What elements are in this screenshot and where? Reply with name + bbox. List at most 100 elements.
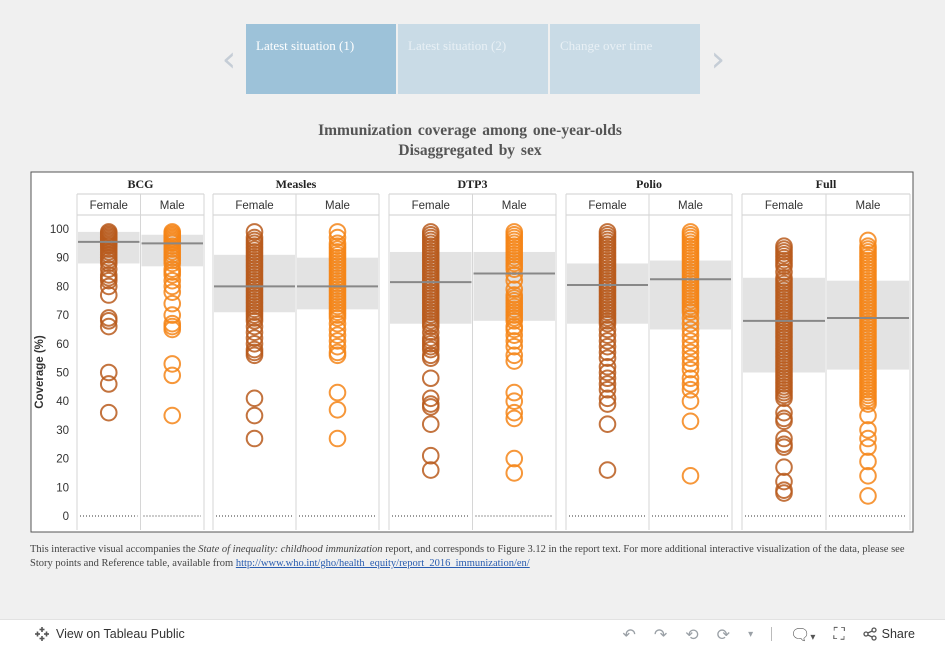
data-point bbox=[163, 366, 182, 385]
data-point bbox=[163, 306, 182, 324]
data-point bbox=[505, 403, 524, 422]
tab-latest-situation-2[interactable]: Latest situation (2) bbox=[398, 24, 548, 94]
data-point bbox=[598, 389, 617, 408]
data-point bbox=[681, 369, 700, 388]
data-point bbox=[775, 429, 793, 448]
data-point bbox=[328, 383, 347, 402]
data-point bbox=[859, 429, 877, 448]
data-point bbox=[598, 320, 617, 339]
sex-header-label: Male bbox=[325, 200, 350, 212]
data-point bbox=[163, 277, 182, 296]
data-point bbox=[681, 332, 700, 350]
y-tick-label: 40 bbox=[56, 396, 69, 408]
data-point bbox=[328, 337, 347, 356]
data-point bbox=[99, 286, 118, 304]
pause-dropdown-icon[interactable]: ▾ bbox=[748, 628, 754, 640]
panel-full-female: Female bbox=[741, 194, 827, 530]
data-point bbox=[505, 383, 524, 402]
redo-icon[interactable]: ↷ bbox=[653, 624, 668, 644]
data-point bbox=[328, 429, 347, 448]
data-point bbox=[598, 395, 617, 413]
data-point bbox=[775, 458, 793, 477]
view-on-tableau-button[interactable]: View on Tableau Public bbox=[34, 626, 185, 642]
data-point bbox=[598, 375, 617, 393]
data-point bbox=[421, 349, 440, 367]
data-point bbox=[775, 257, 793, 276]
data-point bbox=[681, 314, 700, 333]
data-point bbox=[859, 467, 877, 485]
chart-title: Immunization coverage among one-year-old… bbox=[0, 121, 940, 161]
data-point bbox=[421, 461, 440, 479]
sex-header-label: Female bbox=[235, 200, 273, 212]
prev-story-arrow[interactable]: ‹ bbox=[221, 39, 237, 80]
panel-measles-male: Male bbox=[295, 194, 380, 530]
caption-text-1: This interactive visual accompanies the bbox=[30, 544, 199, 555]
data-point bbox=[775, 389, 793, 408]
data-point bbox=[505, 266, 524, 284]
sex-header-label: Male bbox=[502, 200, 527, 212]
refresh-icon[interactable]: ⟳ bbox=[716, 624, 731, 644]
data-point bbox=[505, 464, 524, 482]
group-header-label: BCG bbox=[127, 177, 153, 191]
y-tick-label: 70 bbox=[56, 310, 69, 322]
data-point bbox=[328, 326, 347, 344]
undo-icon[interactable]: ↶ bbox=[622, 624, 636, 644]
group-polio: Polio Female Male bbox=[565, 177, 733, 530]
data-point bbox=[163, 271, 182, 290]
fullscreen-icon[interactable]: ⛶ bbox=[833, 624, 845, 643]
data-point bbox=[99, 277, 118, 296]
data-point bbox=[598, 314, 617, 333]
tab-latest-situation-1[interactable]: Latest situation (1) bbox=[246, 24, 396, 94]
tableau-footer: View on Tableau Public ↶ ↷ ⟲ ⟳ ▾ 🗨▾ ⛶ Sh… bbox=[0, 619, 945, 648]
y-tick-label: 80 bbox=[56, 281, 69, 293]
data-point bbox=[598, 357, 617, 376]
data-point bbox=[421, 446, 440, 465]
data-point bbox=[859, 395, 877, 413]
data-point bbox=[328, 332, 347, 350]
y-tick-label: 20 bbox=[56, 454, 69, 466]
data-point bbox=[681, 309, 700, 327]
data-point bbox=[328, 228, 347, 247]
caption: This interactive visual accompanies the … bbox=[30, 543, 910, 571]
data-point bbox=[598, 380, 617, 399]
data-point bbox=[681, 320, 700, 339]
data-point bbox=[505, 332, 524, 350]
data-point bbox=[328, 320, 347, 339]
data-point bbox=[859, 421, 877, 439]
data-point bbox=[163, 294, 182, 313]
y-tick-label: 0 bbox=[63, 511, 69, 523]
group-header-label: Full bbox=[816, 177, 837, 191]
sex-header-label: Male bbox=[856, 200, 881, 212]
data-point bbox=[681, 412, 700, 431]
data-point bbox=[505, 337, 524, 356]
caption-link[interactable]: http://www.who.int/gho/health_equity/rep… bbox=[235, 558, 530, 569]
tab-change-over-time[interactable]: Change over time bbox=[550, 24, 700, 94]
data-point bbox=[859, 438, 877, 456]
data-point bbox=[775, 438, 793, 456]
data-point bbox=[859, 487, 877, 505]
data-point bbox=[99, 312, 118, 330]
next-story-arrow[interactable]: › bbox=[710, 39, 726, 80]
data-point bbox=[505, 280, 524, 299]
data-point bbox=[245, 335, 264, 353]
y-axis-label: Coverage (%) bbox=[34, 335, 46, 409]
data-point bbox=[681, 467, 700, 485]
data-point bbox=[163, 266, 182, 284]
data-point bbox=[163, 406, 182, 425]
toolbar-icons: ↶ ↷ ⟲ ⟳ ▾ 🗨▾ ⛶ Share bbox=[622, 624, 915, 644]
data-point bbox=[681, 349, 700, 367]
comment-dropdown-icon[interactable]: 🗨▾ bbox=[790, 624, 816, 644]
group-header-label: Polio bbox=[636, 177, 662, 191]
data-point bbox=[421, 317, 440, 336]
data-point bbox=[505, 312, 524, 330]
data-point bbox=[598, 343, 617, 362]
revert-icon[interactable]: ⟲ bbox=[685, 624, 699, 644]
data-point bbox=[681, 343, 700, 362]
data-point bbox=[505, 392, 524, 411]
toolbar-divider bbox=[771, 627, 773, 641]
data-point bbox=[245, 329, 264, 347]
share-button[interactable]: Share bbox=[862, 627, 915, 641]
data-point bbox=[245, 323, 264, 342]
share-label: Share bbox=[881, 627, 915, 641]
data-point bbox=[775, 403, 793, 422]
